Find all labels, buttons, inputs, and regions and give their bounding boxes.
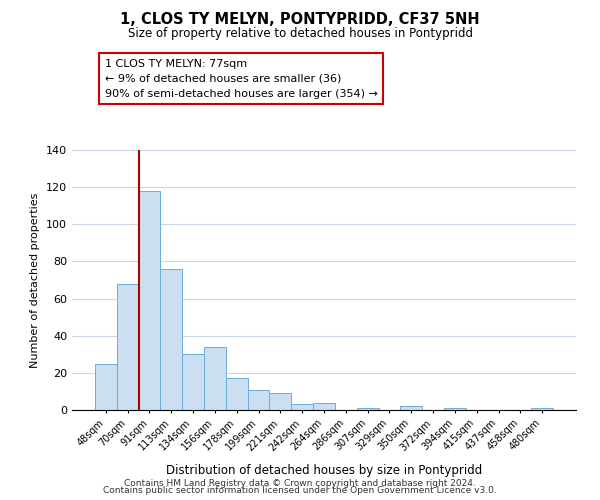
Bar <box>291 404 313 410</box>
Y-axis label: Number of detached properties: Number of detached properties <box>31 192 40 368</box>
Bar <box>313 402 335 410</box>
Text: Size of property relative to detached houses in Pontypridd: Size of property relative to detached ho… <box>128 28 473 40</box>
Bar <box>444 408 466 410</box>
Text: 1 CLOS TY MELYN: 77sqm
← 9% of detached houses are smaller (36)
90% of semi-deta: 1 CLOS TY MELYN: 77sqm ← 9% of detached … <box>105 59 377 98</box>
Text: 1, CLOS TY MELYN, PONTYPRIDD, CF37 5NH: 1, CLOS TY MELYN, PONTYPRIDD, CF37 5NH <box>120 12 480 28</box>
Bar <box>248 390 269 410</box>
Bar <box>226 378 248 410</box>
Bar <box>182 354 204 410</box>
Bar <box>117 284 139 410</box>
Bar <box>269 394 291 410</box>
Bar <box>95 364 117 410</box>
Bar <box>204 347 226 410</box>
Bar <box>531 408 553 410</box>
Text: Contains HM Land Registry data © Crown copyright and database right 2024.: Contains HM Land Registry data © Crown c… <box>124 478 476 488</box>
Text: Contains public sector information licensed under the Open Government Licence v3: Contains public sector information licen… <box>103 486 497 495</box>
Bar <box>139 191 160 410</box>
Bar <box>400 406 422 410</box>
Bar <box>357 408 379 410</box>
X-axis label: Distribution of detached houses by size in Pontypridd: Distribution of detached houses by size … <box>166 464 482 476</box>
Bar <box>160 269 182 410</box>
